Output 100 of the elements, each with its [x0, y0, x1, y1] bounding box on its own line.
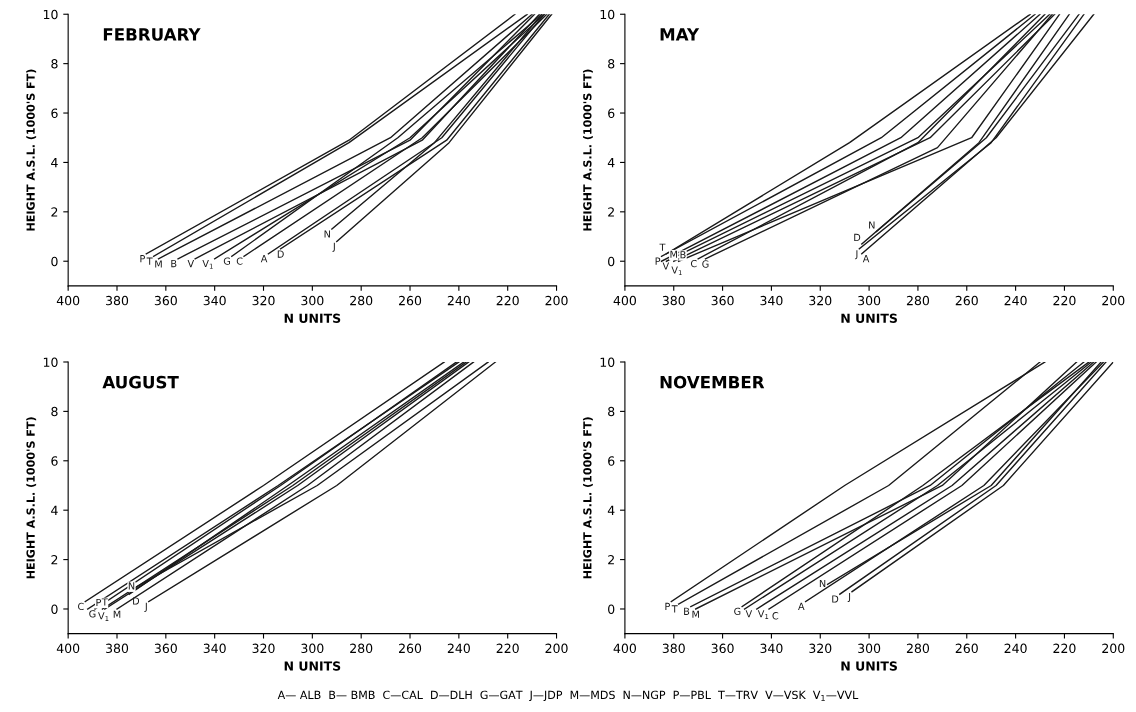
x-tick-label: 260	[955, 295, 978, 306]
y-tick-label: 4	[607, 505, 615, 515]
series-label: N	[324, 230, 330, 238]
series-label: N	[128, 582, 135, 590]
x-tick-label: 300	[858, 295, 881, 306]
y-tick-label: 2	[608, 555, 614, 565]
series-label: N	[819, 579, 826, 587]
series-label: G	[734, 607, 741, 616]
x-axis-title: N UNITS	[841, 313, 897, 323]
series-label: T	[101, 598, 108, 606]
x-tick-label: 320	[809, 643, 832, 654]
series-label: B	[171, 260, 177, 268]
series-label: P	[140, 255, 145, 263]
x-tick-label: 280	[906, 295, 930, 306]
x-tick-label: 300	[301, 295, 324, 306]
text: A— ALB B— BMB C—CAL D—DLH G—GAT J—JDP M—MDS N—NGP P—PBL T—TRV V—VSK V$_{1}$—VVL	[277, 690, 859, 702]
x-tick-label: 320	[252, 643, 275, 654]
x-tick-label: 300	[301, 643, 324, 654]
text: AUGUST	[102, 375, 179, 389]
x-tick-label: 220	[1053, 295, 1076, 306]
series-label: T	[671, 605, 678, 613]
x-tick-label: 400	[56, 643, 80, 654]
x-tick-label: 400	[56, 295, 80, 306]
y-axis-title: HEIGHT A.S.L. (1000'S FT)	[26, 417, 37, 579]
series-label: P	[655, 257, 661, 265]
x-tick-label: 320	[809, 295, 832, 306]
x-axis-title: N UNITS	[841, 661, 897, 671]
series-label: M	[113, 610, 121, 618]
x-tick-label: 280	[350, 643, 373, 654]
y-tick-label: 10	[43, 9, 58, 20]
x-tick-label: 380	[106, 643, 129, 654]
x-tick-label: 340	[760, 295, 783, 306]
x-tick-label: 360	[154, 295, 177, 306]
series-label: V$_{1}$	[671, 266, 682, 276]
series-label: C	[772, 612, 779, 620]
series-label: J	[847, 592, 851, 603]
series-label: G	[223, 257, 230, 265]
x-tick-label: 360	[154, 643, 177, 654]
x-tick-label: 200	[1102, 295, 1125, 306]
series-label: G	[89, 610, 96, 618]
text: MAY	[660, 28, 700, 41]
series-label: A	[260, 255, 268, 263]
x-tick-label: 240	[447, 643, 470, 654]
x-tick-label: 340	[760, 643, 783, 654]
y-tick-label: 2	[51, 555, 58, 565]
y-tick-label: 6	[51, 108, 58, 118]
series-label: M	[670, 250, 677, 258]
y-tick-label: 0	[51, 604, 58, 614]
series-label: C	[78, 602, 84, 611]
series-label: G	[702, 260, 709, 268]
y-axis-title: HEIGHT A.S.L. (1000'S FT)	[582, 417, 593, 579]
text: NOVEMBER	[660, 375, 765, 389]
x-tick-label: 340	[203, 295, 226, 306]
y-tick-label: 10	[600, 9, 615, 20]
x-tick-label: 240	[1004, 295, 1027, 306]
x-tick-label: 320	[252, 295, 275, 306]
y-tick-label: 8	[51, 59, 58, 69]
series-label: J	[854, 250, 858, 260]
x-tick-label: 260	[399, 295, 422, 306]
series-label: V$_{1}$	[757, 610, 769, 619]
x-tick-label: 220	[496, 295, 519, 306]
x-axis-title: N UNITS	[284, 313, 341, 323]
y-tick-label: 2	[608, 207, 614, 217]
y-axis-title: HEIGHT A.S.L. (1000'S FT)	[582, 69, 593, 231]
series-label: C	[236, 257, 243, 265]
x-tick-label: 200	[545, 295, 568, 306]
series-label: V$_{1}$	[98, 612, 109, 621]
y-tick-label: 2	[51, 207, 58, 217]
series-label: D	[832, 595, 839, 603]
y-tick-label: 0	[608, 256, 615, 267]
series-label: V	[745, 610, 753, 618]
x-tick-label: 280	[906, 643, 930, 654]
x-tick-label: 380	[106, 295, 129, 306]
series-label: M	[692, 610, 699, 618]
y-tick-label: 10	[43, 357, 58, 367]
series-label: B	[680, 251, 686, 259]
x-tick-label: 380	[662, 643, 685, 654]
x-tick-label: 240	[1004, 643, 1027, 654]
series-label: J	[144, 602, 147, 612]
y-tick-label: 10	[600, 357, 615, 367]
series-label: V	[187, 260, 195, 268]
x-tick-label: 380	[662, 295, 685, 306]
x-axis-title: N UNITS	[284, 661, 341, 671]
y-tick-label: 0	[51, 256, 58, 267]
y-tick-label: 4	[51, 505, 58, 515]
x-tick-label: 340	[203, 643, 226, 654]
x-tick-label: 220	[1053, 643, 1076, 654]
x-tick-label: 260	[399, 643, 422, 654]
x-tick-label: 360	[711, 643, 734, 654]
series-label: D	[277, 250, 284, 258]
series-label: D	[854, 233, 861, 241]
y-tick-label: 6	[51, 456, 58, 466]
x-tick-label: 360	[711, 295, 734, 306]
y-axis-title: HEIGHT A.S.L. (1000'S FT)	[26, 69, 37, 231]
y-tick-label: 6	[608, 108, 615, 118]
y-tick-label: 6	[608, 456, 615, 466]
y-tick-label: 4	[51, 158, 58, 168]
y-tick-label: 4	[607, 158, 615, 168]
series-label: T	[146, 257, 153, 265]
y-tick-label: 8	[608, 59, 615, 69]
